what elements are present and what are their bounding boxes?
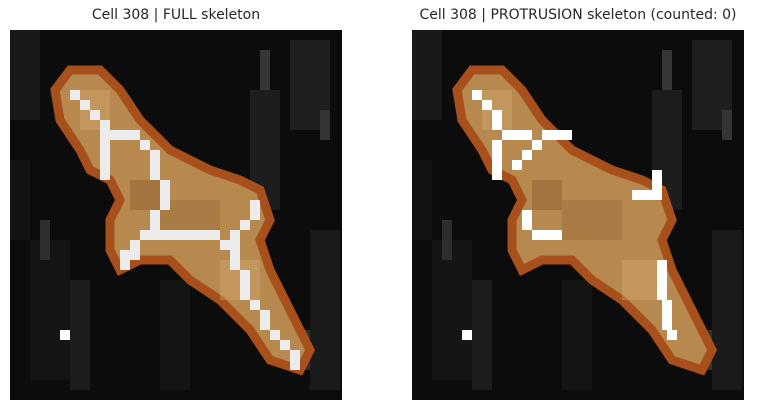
background-texture xyxy=(10,30,340,390)
skeleton-lines xyxy=(70,90,300,370)
panel-protrusion-skeleton: Cell 308 | PROTRUSION skeleton (counted:… xyxy=(412,0,744,410)
isolated-marker xyxy=(60,330,70,340)
image-protrusion-skeleton xyxy=(412,30,744,400)
cell-mask xyxy=(452,65,718,376)
image-full-skeleton xyxy=(10,30,342,400)
isolated-marker xyxy=(462,330,472,340)
protrusion-skeleton-lines xyxy=(472,90,677,340)
panel-full-skeleton: Cell 308 | FULL skeleton xyxy=(10,0,342,410)
panel-title-full: Cell 308 | FULL skeleton xyxy=(91,7,261,23)
background-texture xyxy=(412,30,742,390)
panel-title-protrusion: Cell 308 | PROTRUSION skeleton (counted:… xyxy=(419,7,737,23)
